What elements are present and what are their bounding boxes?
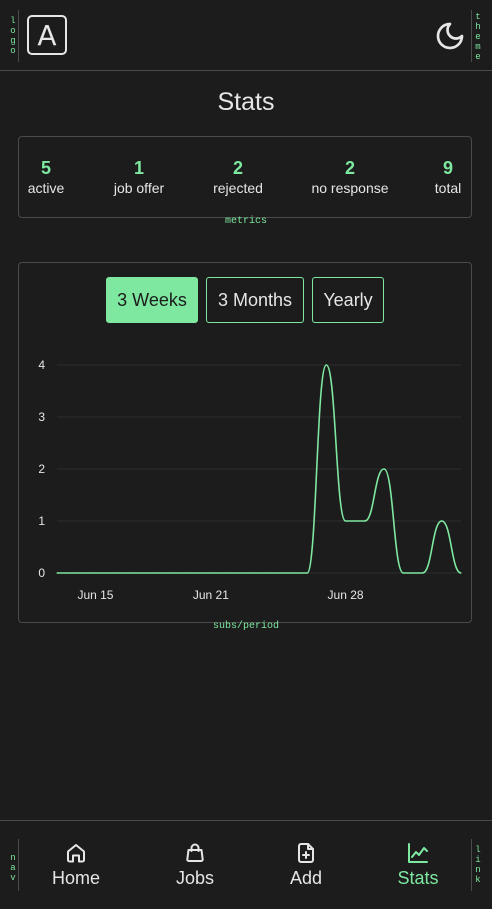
period-button-yearly[interactable]: Yearly — [312, 277, 384, 323]
logo-tag-divider — [18, 10, 19, 62]
nav-label-jobs: Jobs — [175, 868, 215, 888]
metric-value: 2 — [344, 158, 355, 178]
data-point — [210, 572, 212, 574]
x-tick-label: Jun 21 — [193, 588, 229, 602]
file-plus-icon — [298, 843, 314, 863]
metric-label: active — [27, 180, 65, 196]
home-icon — [67, 844, 85, 863]
page-title: Stats — [217, 88, 275, 116]
theme-toggle-button[interactable] — [434, 20, 466, 52]
submissions-line-chart: 0 1 2 3 4 Jun 15 Jun 21 Jun 28 — [38, 358, 462, 602]
x-tick-label: Jun 28 — [328, 588, 364, 602]
metric-label: job offer — [113, 180, 165, 196]
metric-value: 2 — [232, 158, 243, 178]
y-tick-label: 4 — [38, 358, 45, 372]
series-line — [56, 364, 462, 574]
data-point — [364, 520, 366, 522]
y-tick-label: 0 — [38, 566, 45, 580]
metric-active: 5 active — [27, 158, 65, 196]
metrics-panel: 5 active 1 job offer 2 rejected 2 no res… — [18, 136, 472, 218]
data-point — [306, 572, 308, 574]
data-point — [402, 572, 404, 574]
data-point — [152, 572, 154, 574]
y-tick-label: 2 — [38, 462, 45, 476]
metric-rejected: 2 rejected — [211, 158, 265, 196]
app-logo[interactable]: A — [27, 15, 67, 55]
chart-icon — [408, 843, 428, 863]
x-axis-ticks: Jun 15 Jun 21 Jun 28 — [77, 588, 363, 602]
x-tick-label: Jun 15 — [77, 588, 113, 602]
y-tick-label: 3 — [38, 410, 45, 424]
data-point — [287, 572, 289, 574]
nav-tag-divider — [18, 839, 19, 891]
nav-item-stats[interactable]: Stats — [378, 841, 458, 889]
data-point — [94, 572, 97, 574]
data-point — [268, 572, 270, 574]
chart-caption: subs/period — [212, 621, 279, 632]
data-point — [421, 572, 424, 574]
moon-icon — [436, 22, 464, 50]
logo-letter: A — [37, 18, 57, 52]
theme-tag: theme — [475, 12, 481, 62]
data-point — [383, 468, 385, 470]
metric-value: 9 — [442, 158, 453, 178]
metric-job-offer: 1 job offer — [109, 158, 169, 196]
metric-no-response: 2 no response — [309, 158, 391, 196]
data-point — [344, 520, 347, 522]
metric-label: no response — [311, 180, 389, 196]
y-axis-ticks: 0 1 2 3 4 — [38, 358, 45, 580]
data-point — [325, 364, 327, 366]
series-points — [56, 364, 462, 574]
metric-total: 9 total — [433, 158, 463, 196]
nav-label-stats: Stats — [397, 868, 439, 888]
chart-grid — [57, 364, 461, 574]
y-tick-label: 1 — [38, 514, 45, 528]
data-point — [229, 572, 231, 574]
data-point — [460, 572, 462, 574]
link-tag: link — [475, 845, 481, 885]
metric-value: 1 — [133, 158, 144, 178]
app-header: logo A theme — [0, 0, 492, 71]
nav-item-add[interactable]: Add — [266, 841, 346, 889]
data-point — [191, 572, 193, 574]
bag-icon — [186, 843, 204, 862]
data-point — [114, 572, 116, 574]
data-point — [75, 572, 77, 574]
metric-label: rejected — [213, 180, 263, 196]
period-button-3-months[interactable]: 3 Months — [206, 277, 304, 323]
data-point — [171, 572, 174, 574]
data-point — [56, 572, 58, 574]
nav-item-jobs[interactable]: Jobs — [155, 841, 235, 889]
metric-label: total — [434, 180, 462, 196]
nav-label-add: Add — [289, 868, 323, 888]
data-point — [133, 572, 135, 574]
link-tag-divider — [471, 839, 472, 891]
data-point — [441, 520, 443, 522]
data-point — [248, 572, 250, 574]
nav-tag: nav — [10, 853, 16, 883]
nav-label-home: Home — [51, 868, 100, 888]
bottom-nav: nav Home Jobs Add Stats link — [0, 820, 492, 909]
metrics-caption: metrics — [224, 216, 267, 227]
theme-tag-divider — [471, 10, 472, 62]
metric-value: 5 — [40, 158, 51, 178]
nav-item-home[interactable]: Home — [36, 841, 116, 889]
logo-tag: logo — [10, 16, 16, 56]
period-button-3-weeks[interactable]: 3 Weeks — [106, 277, 198, 323]
